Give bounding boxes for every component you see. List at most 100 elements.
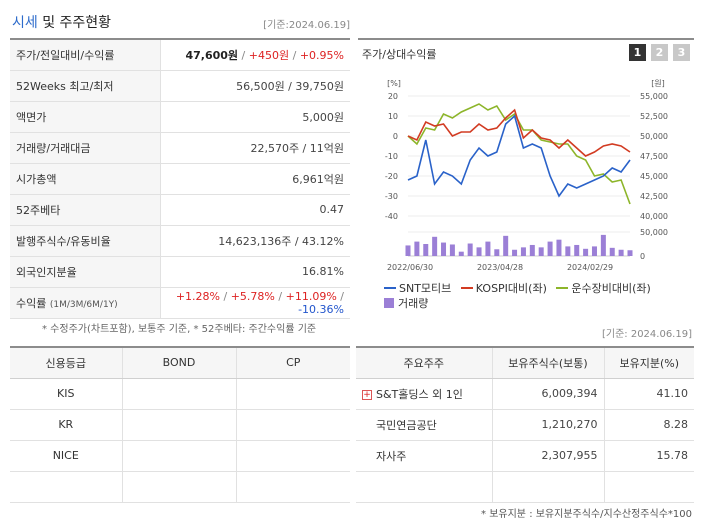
chart-tab-2[interactable]: 2 bbox=[651, 44, 668, 61]
beta-label: 52주베타 bbox=[10, 194, 161, 226]
left-tick-label: 20 bbox=[388, 92, 398, 101]
volume-bar bbox=[591, 246, 597, 256]
foreign-value: 16.81% bbox=[160, 256, 350, 288]
rating-cp bbox=[235, 471, 350, 503]
holder-pct: 8.28 bbox=[603, 409, 694, 441]
base-date: [기준:2024.06.19] bbox=[263, 20, 350, 31]
right-axis-unit: [원] bbox=[651, 79, 665, 88]
table-row: KR bbox=[10, 409, 350, 441]
rating-agency: NICE bbox=[10, 440, 122, 472]
quote-info-table: 주가/전일대비/수익률 47,600원 / +450원 / +0.95% 52W… bbox=[10, 38, 350, 319]
col-holder: 주요주주 bbox=[356, 346, 492, 379]
footnote-quote: * 수정주가(차트포함), 보통주 기준, * 52주베타: 주간수익률 기준 bbox=[42, 324, 317, 335]
rating-cp bbox=[235, 409, 350, 441]
volume-bar bbox=[414, 241, 420, 256]
volume-bar bbox=[423, 244, 429, 256]
x-tick-label: 2023/04/28 bbox=[477, 263, 523, 272]
base-date-2: [기준: 2024.06.19] bbox=[601, 329, 692, 340]
section-title: 시세 및 주주현황 bbox=[12, 15, 112, 31]
volume-bar bbox=[432, 236, 438, 256]
price-change: +450원 bbox=[248, 48, 290, 62]
holder-name: S&T홀딩스 외 1인 bbox=[376, 387, 463, 401]
holder-shares: 2,307,955 bbox=[491, 440, 604, 472]
volume-bar bbox=[520, 247, 526, 256]
volume-bar bbox=[503, 235, 509, 256]
col-shares: 보유주식수(보통) bbox=[491, 346, 604, 379]
legend-item-volume: 거래량 bbox=[384, 296, 428, 311]
return-1y: -10.36% bbox=[298, 302, 344, 316]
left-axis-unit: [%] bbox=[387, 79, 401, 88]
left-tick-label: 10 bbox=[388, 112, 398, 121]
rating-bond bbox=[121, 409, 236, 441]
volume-bar bbox=[565, 246, 571, 256]
right-tick-label: 45,000 bbox=[640, 172, 668, 181]
right-tick-label: 40,000 bbox=[640, 212, 668, 221]
volume-bar bbox=[538, 247, 544, 256]
expand-icon[interactable]: + bbox=[362, 389, 372, 400]
return-3m: +5.78% bbox=[230, 289, 275, 303]
row-par: 액면가 5,000원 bbox=[10, 101, 350, 133]
volume-bar bbox=[476, 247, 482, 256]
row-beta: 52주베타 0.47 bbox=[10, 194, 350, 226]
row-shares: 발행주식수/유동비율 14,623,136주 / 43.12% bbox=[10, 225, 350, 257]
sector-relative-line bbox=[407, 103, 631, 205]
rating-bond bbox=[121, 378, 236, 410]
legend-item-sector: 운수장비대비(좌) bbox=[556, 281, 651, 296]
holder-pct bbox=[603, 471, 694, 503]
holder-pct: 41.10 bbox=[603, 378, 694, 410]
left-tick-label: -30 bbox=[385, 192, 398, 201]
price-change-pct: +0.95% bbox=[299, 48, 344, 62]
x-tick-label: 2024/02/29 bbox=[567, 263, 613, 272]
left-tick-label: -10 bbox=[385, 152, 398, 161]
rating-agency bbox=[10, 471, 122, 503]
holder-name: 국민연금공단 bbox=[356, 409, 492, 441]
col-rating: 신용등급 bbox=[10, 346, 122, 379]
row-52weeks: 52Weeks 최고/최저 56,500원 / 39,750원 bbox=[10, 70, 350, 102]
table-row bbox=[10, 471, 350, 503]
table-row bbox=[356, 471, 694, 503]
volume-bar bbox=[494, 249, 500, 256]
table-row: NICE bbox=[10, 440, 350, 472]
right-tick-label: 47,500 bbox=[640, 152, 668, 161]
price-label: 주가/전일대비/수익률 bbox=[10, 38, 161, 71]
volume-bar bbox=[467, 243, 473, 256]
chart-tab-3[interactable]: 3 bbox=[673, 44, 690, 61]
volume-label: 거래량/거래대금 bbox=[10, 132, 161, 164]
price-value: 47,600원 bbox=[185, 48, 239, 62]
volume-bar bbox=[405, 245, 411, 256]
holder-shares bbox=[491, 471, 604, 503]
return-1m: +1.28% bbox=[175, 289, 220, 303]
volume-bar bbox=[449, 244, 455, 256]
mcap-value: 6,961억원 bbox=[160, 163, 350, 195]
right-tick-label: 42,500 bbox=[640, 192, 668, 201]
table-row: + S&T홀딩스 외 1인 6,009,394 41.10 bbox=[356, 378, 694, 410]
chart-panel: [%] [원] 20 10 0 -10 -20 -30 -40 55,000 52,500 50,00… bbox=[358, 38, 694, 318]
volume-bar bbox=[441, 242, 447, 256]
volume-bar bbox=[574, 244, 580, 256]
volume-bar bbox=[583, 248, 589, 256]
price-chart: [%] [원] 20 10 0 -10 -20 -30 -40 55,000 52,500 50,00… bbox=[385, 79, 668, 272]
col-pct: 보유지분(%) bbox=[603, 346, 694, 379]
chart-tabs: 1 2 3 bbox=[629, 44, 690, 61]
holder-shares: 6,009,394 bbox=[491, 378, 604, 410]
major-shareholders-table: 주요주주 보유주식수(보통) 보유지분(%) + S&T홀딩스 외 1인 6,00… bbox=[356, 346, 694, 503]
table-row: 자사주 2,307,955 15.78 bbox=[356, 440, 694, 472]
section-header: 시세 및 주주현황 [기준:2024.06.19] bbox=[10, 10, 350, 32]
shares-label: 발행주식수/유동비율 bbox=[10, 225, 161, 257]
mcap-label: 시가총액 bbox=[10, 163, 161, 195]
row-foreign: 외국인지분율 16.81% bbox=[10, 256, 350, 288]
volume-bar bbox=[512, 249, 518, 256]
x-tick-label: 2022/06/30 bbox=[387, 263, 433, 272]
legend-item-stock: SNT모티브 bbox=[384, 281, 451, 296]
right-tick-label: 55,000 bbox=[640, 92, 668, 101]
week52-value: 56,500원 / 39,750원 bbox=[160, 70, 350, 102]
volume-bar bbox=[609, 247, 615, 256]
rating-agency: KR bbox=[10, 409, 122, 441]
footnote-holders: * 보유지분 : 보유지분주식수/지수산정주식수*100 bbox=[481, 509, 692, 520]
foreign-label: 외국인지분율 bbox=[10, 256, 161, 288]
return-6m: +11.09% bbox=[285, 289, 337, 303]
chart-tab-1[interactable]: 1 bbox=[629, 44, 646, 61]
holder-shares: 1,210,270 bbox=[491, 409, 604, 441]
rating-cp bbox=[235, 440, 350, 472]
rating-cp bbox=[235, 378, 350, 410]
